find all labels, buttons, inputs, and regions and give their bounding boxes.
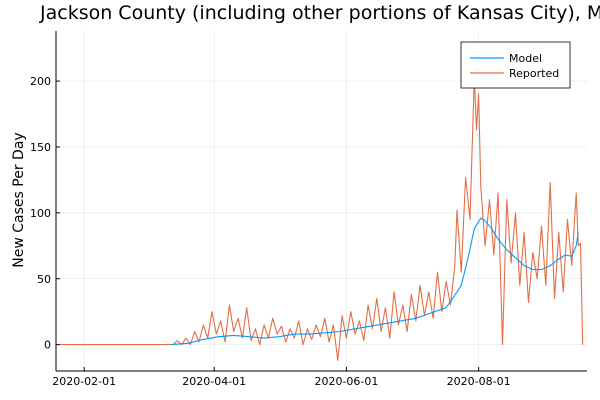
x-tick-label-0: 2020-02-01 bbox=[52, 375, 116, 388]
series-line-reported bbox=[60, 76, 584, 362]
x-tick-label-3: 2020-08-01 bbox=[447, 375, 511, 388]
y-tick-label-4: 200 bbox=[30, 75, 51, 88]
x-tick-label-2: 2020-06-01 bbox=[314, 375, 378, 388]
legend-box bbox=[460, 41, 571, 89]
series-lines bbox=[60, 76, 584, 362]
y-tick-label-1: 50 bbox=[37, 273, 51, 286]
x-tick-label-1: 2020-04-01 bbox=[182, 375, 246, 388]
y-axis-title: New Cases Per Day bbox=[11, 132, 27, 267]
y-tick-label-0: 0 bbox=[44, 339, 51, 352]
axes: 2020-02-01 2020-04-01 2020-06-01 2020-08-01… bbox=[30, 31, 587, 388]
legend-label-reported: Reported bbox=[509, 67, 559, 80]
series-line-model bbox=[170, 217, 579, 346]
legend-label-model: Model bbox=[509, 52, 542, 65]
y-tick-label-2: 100 bbox=[30, 207, 51, 220]
y-tick-label-3: 150 bbox=[30, 141, 51, 154]
legend: Model Reported bbox=[460, 41, 571, 89]
chart-title: Jackson County (including other portions… bbox=[39, 2, 600, 24]
